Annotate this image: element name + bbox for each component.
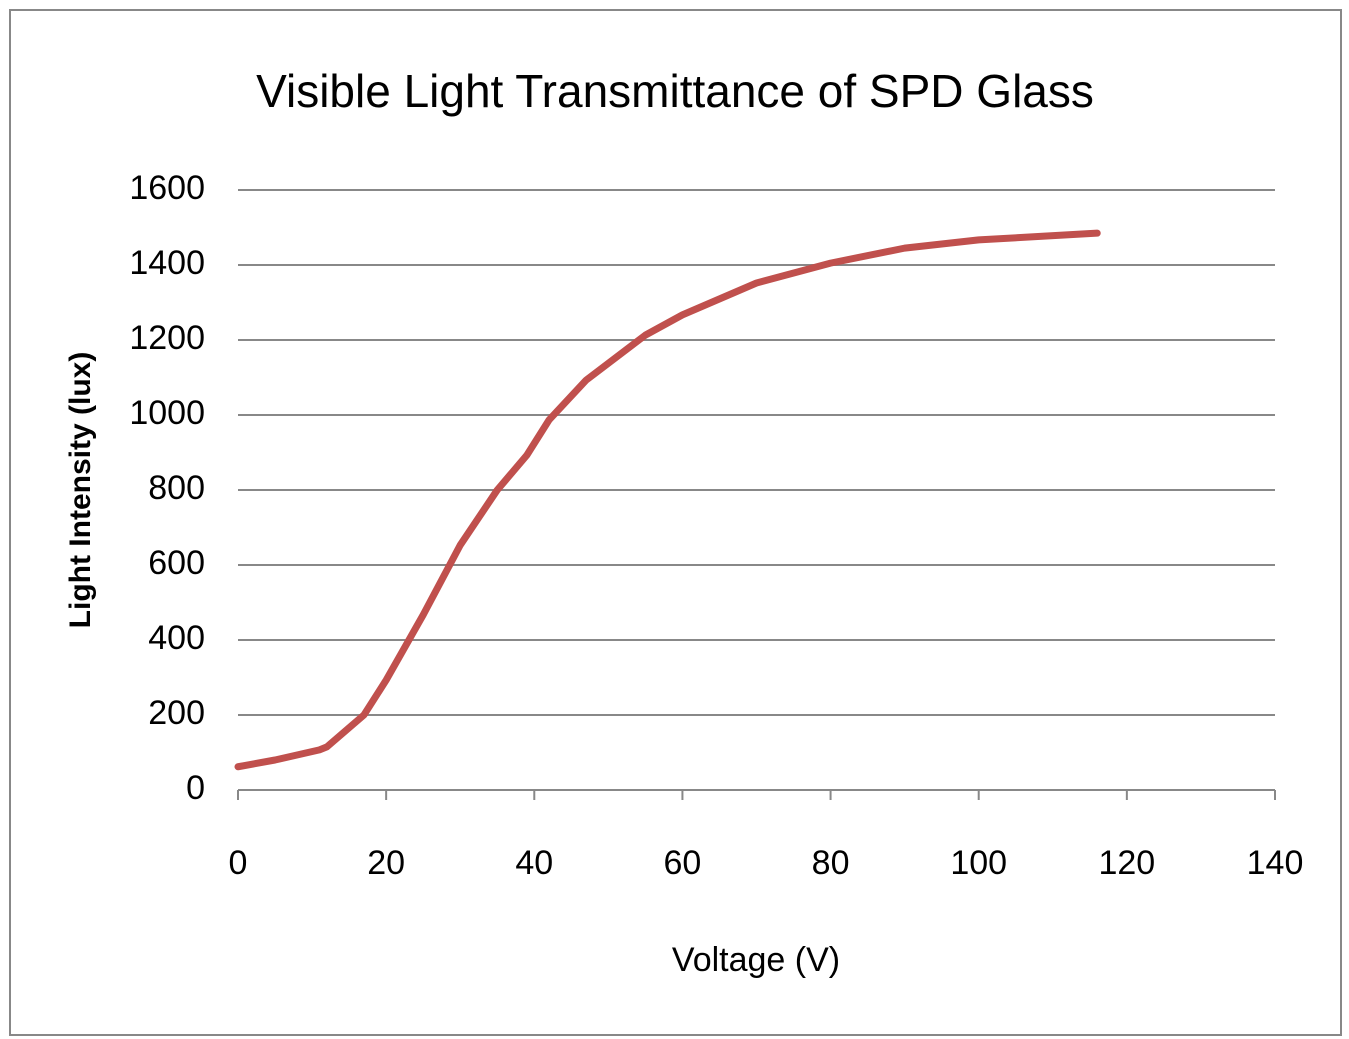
y-tick-label: 200 bbox=[148, 694, 205, 732]
y-tick-label: 1200 bbox=[129, 319, 205, 357]
x-axis-title: Voltage (V) bbox=[672, 941, 840, 979]
y-axis-title: Light Intensity (lux) bbox=[64, 352, 97, 629]
x-tick-label: 60 bbox=[664, 844, 702, 882]
y-tick-label: 1400 bbox=[129, 244, 205, 282]
x-tick-label: 140 bbox=[1247, 844, 1304, 882]
y-tick-label: 800 bbox=[148, 469, 205, 507]
x-tick-label: 40 bbox=[515, 844, 553, 882]
y-tick-label: 1000 bbox=[129, 394, 205, 432]
y-tick-label: 1600 bbox=[129, 169, 205, 207]
y-tick-label: 400 bbox=[148, 619, 205, 657]
data-line bbox=[234, 229, 1101, 771]
x-tick-label: 80 bbox=[812, 844, 850, 882]
x-tick-label: 100 bbox=[950, 844, 1007, 882]
y-tick-label: 600 bbox=[148, 544, 205, 582]
y-tick-label: 0 bbox=[186, 769, 205, 807]
x-tick-label: 120 bbox=[1098, 844, 1155, 882]
x-tick-label: 20 bbox=[367, 844, 405, 882]
x-tick-label: 0 bbox=[229, 844, 248, 882]
chart-frame bbox=[9, 9, 1342, 1036]
chart-title: Visible Light Transmittance of SPD Glass bbox=[256, 65, 1094, 117]
